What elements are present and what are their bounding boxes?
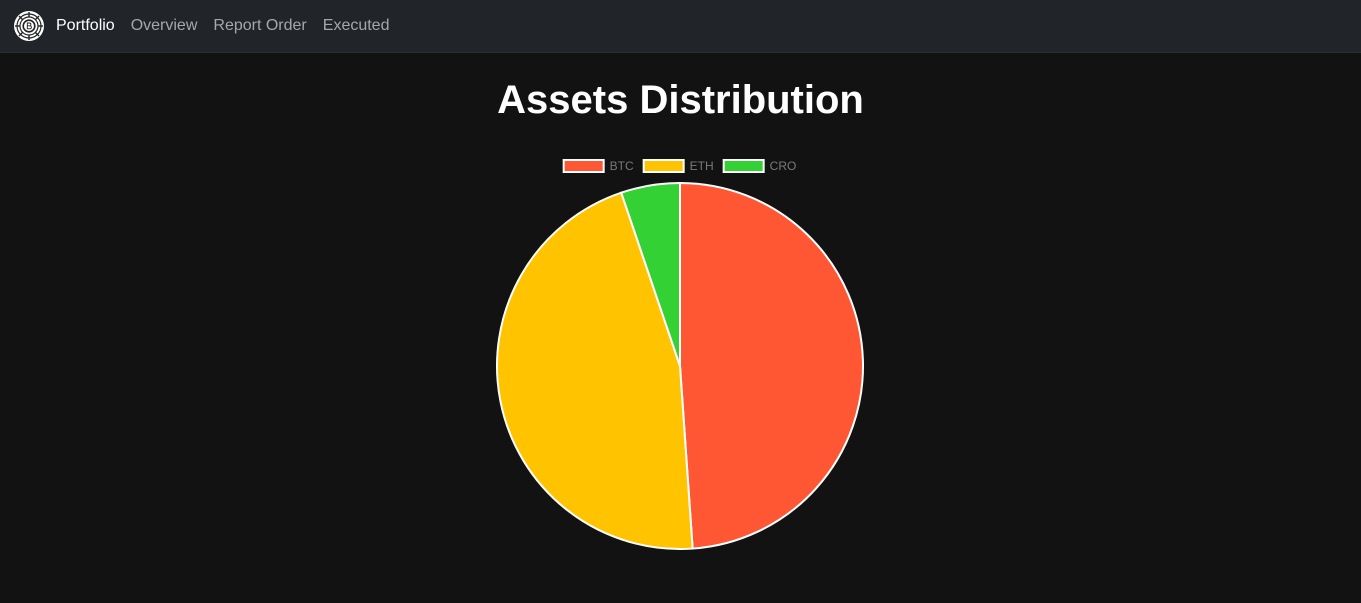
legend-item-cro[interactable]: CRO [722,159,797,173]
nav-link-executed[interactable]: Executed [322,17,390,34]
pie-slice-btc[interactable] [679,181,864,550]
legend-swatch-btc [562,159,605,173]
chart-legend: BTC ETH CRO [562,159,797,173]
nav-link-overview[interactable]: Overview [130,17,198,34]
legend-item-eth[interactable]: ETH [642,159,714,173]
assets-pie-chart: BTC ETH CRO [496,159,864,550]
legend-swatch-cro [722,159,765,173]
brand-link[interactable]: Portfolio [13,10,115,42]
legend-label-btc: BTC [610,159,634,173]
bitcoin-logo-icon [14,11,44,41]
legend-label-cro: CRO [770,159,797,173]
pie-slices [496,181,864,550]
page-title: Assets Distribution [497,78,864,122]
top-navbar: Portfolio Overview Report Order Executed [0,0,1361,53]
legend-item-btc[interactable]: BTC [562,159,634,173]
legend-swatch-eth [642,159,685,173]
nav-link-report-order[interactable]: Report Order [213,17,307,34]
pie-slice-eth[interactable] [496,191,694,550]
brand-label: Portfolio [56,17,115,34]
pie-slice-cro[interactable] [619,181,681,367]
legend-label-eth: ETH [690,159,714,173]
